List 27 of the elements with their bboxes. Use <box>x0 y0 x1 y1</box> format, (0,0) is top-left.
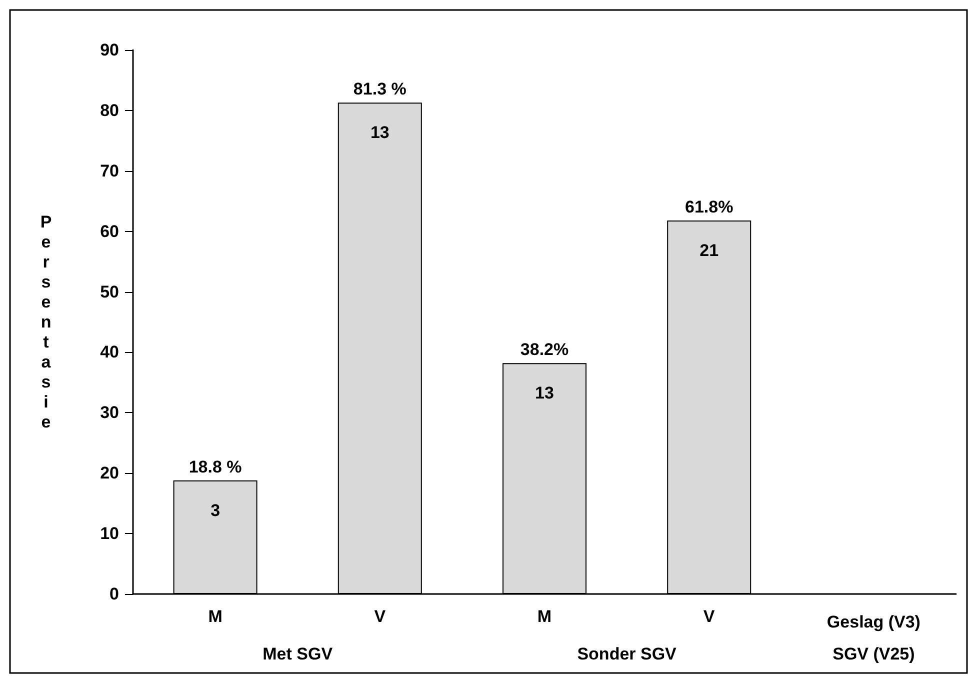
y-tick-label: 90 <box>100 40 119 60</box>
y-tick-label: 0 <box>110 584 119 604</box>
data-label: 18.8 % <box>188 457 242 476</box>
x-tick-label: V <box>374 607 386 626</box>
data-label: 38.2% <box>520 340 569 360</box>
y-tick-label: 10 <box>100 524 119 544</box>
annotation: 13 <box>370 123 390 142</box>
annotation: 3 <box>210 500 220 520</box>
y-tick-label: 70 <box>100 161 119 180</box>
data-label: 81.3 % <box>353 80 406 99</box>
text: Met SGV <box>262 644 334 664</box>
x-tick-label: V <box>703 607 716 626</box>
y-tick-label: 30 <box>100 403 119 422</box>
y-tick-label: 50 <box>100 282 119 302</box>
y-tick-label: 60 <box>100 222 119 241</box>
y-tick-label: 80 <box>100 100 119 120</box>
annotation: 13 <box>535 384 554 403</box>
x-tick-label: M <box>537 607 552 626</box>
data-label: 61.8% <box>685 197 734 216</box>
x-tick-label: M <box>208 607 222 626</box>
text: Persentasie <box>40 212 52 432</box>
annotation: 21 <box>700 240 719 260</box>
x-axis-title: Geslag (V3) <box>826 612 920 632</box>
text: Sonder SGV <box>577 644 678 664</box>
text: SGV (V25) <box>832 644 915 664</box>
y-tick-label: 40 <box>100 342 119 362</box>
y-tick-label: 20 <box>100 464 119 483</box>
